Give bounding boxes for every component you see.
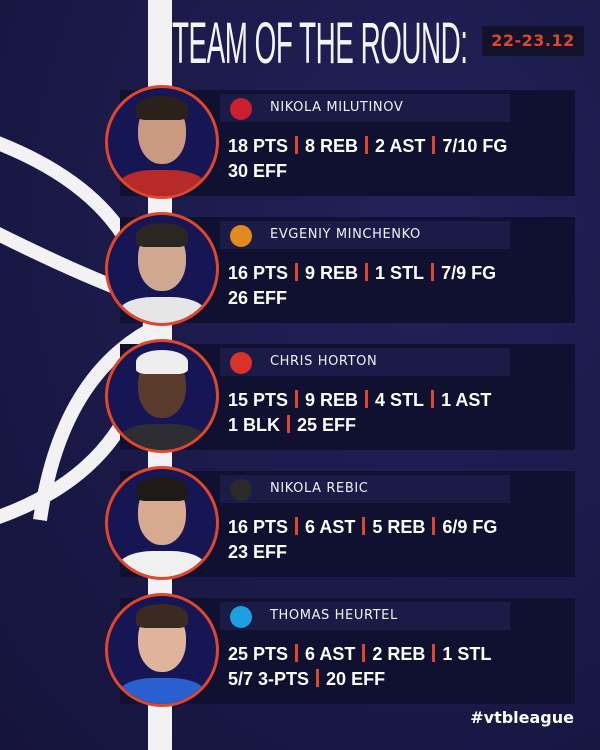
separator — [431, 390, 435, 408]
player-name: THOMAS HEURTEL — [270, 608, 398, 623]
name-bar — [220, 602, 510, 630]
player-stats: 15 PTS 9 REB 4 STL 1 AST 1 BLK 25 EFF — [228, 388, 491, 438]
team-logo-icon — [230, 479, 252, 501]
separator — [295, 517, 299, 535]
stat: 16 PTS — [228, 517, 289, 537]
player-card: CHRIS HORTON 15 PTS 9 REB 4 STL 1 AST 1 BLK 2… — [105, 339, 575, 453]
player-photo — [105, 593, 219, 707]
separator — [316, 669, 320, 687]
separator — [365, 136, 369, 154]
stat: 9 REB — [305, 390, 359, 410]
player-card: NIKOLA MILUTINOV 18 PTS 8 REB 2 AST 7/10 FG… — [105, 85, 575, 199]
player-name: CHRIS HORTON — [270, 354, 378, 369]
stat: 7/10 FG — [442, 136, 508, 156]
hashtag: #vtbleague — [470, 708, 574, 727]
player-stats: 18 PTS 8 REB 2 AST 7/10 FG 30 EFF — [228, 134, 507, 184]
team-logo-icon — [230, 606, 252, 628]
stats-line: 26 EFF — [228, 286, 496, 311]
team-logo-icon — [230, 98, 252, 120]
player-name: NIKOLA REBIC — [270, 481, 369, 496]
name-bar — [220, 348, 510, 376]
stats-line: 30 EFF — [228, 159, 507, 184]
stat: 18 PTS — [228, 136, 289, 156]
separator — [432, 517, 436, 535]
player-card: THOMAS HEURTEL 25 PTS 6 AST 2 REB 1 STL 5/7 … — [105, 593, 575, 707]
separator — [362, 517, 366, 535]
stat: 2 AST — [375, 136, 426, 156]
player-name: NIKOLA MILUTINOV — [270, 100, 404, 115]
page-title: TEAM OF THE ROUND: — [172, 11, 468, 76]
stat: 15 PTS — [228, 390, 289, 410]
stat: 8 REB — [305, 136, 359, 156]
separator — [362, 644, 366, 662]
team-logo-icon — [230, 225, 252, 247]
stat: 2 REB — [372, 644, 426, 664]
stat: 1 AST — [441, 390, 492, 410]
player-photo — [105, 85, 219, 199]
stat: 6/9 FG — [442, 517, 498, 537]
stat: 1 STL — [442, 644, 492, 664]
separator — [432, 644, 436, 662]
stat: 16 PTS — [228, 263, 289, 283]
player-card: EVGENIY MINCHENKO 16 PTS 9 REB 1 STL 7/9 FG… — [105, 212, 575, 326]
stat: 6 AST — [305, 644, 356, 664]
name-bar — [220, 221, 510, 249]
separator — [287, 415, 291, 433]
round-date: 22-23.12 — [482, 26, 584, 56]
stats-line: 16 PTS 6 AST 5 REB 6/9 FG — [228, 515, 497, 540]
separator — [365, 263, 369, 281]
stats-line: 25 PTS 6 AST 2 REB 1 STL — [228, 642, 491, 667]
stat: 25 PTS — [228, 644, 289, 664]
stat: 9 REB — [305, 263, 359, 283]
player-stats: 25 PTS 6 AST 2 REB 1 STL 5/7 3-PTS 20 EFF — [228, 642, 491, 692]
player-photo — [105, 339, 219, 453]
stats-line: 5/7 3-PTS 20 EFF — [228, 667, 491, 692]
stat: 4 STL — [375, 390, 425, 410]
stats-line: 16 PTS 9 REB 1 STL 7/9 FG — [228, 261, 496, 286]
stat: 7/9 FG — [441, 263, 497, 283]
separator — [432, 136, 436, 154]
separator — [365, 390, 369, 408]
separator — [295, 390, 299, 408]
name-bar — [220, 94, 510, 122]
player-photo — [105, 212, 219, 326]
player-photo — [105, 466, 219, 580]
separator — [295, 644, 299, 662]
stat: 25 EFF — [297, 415, 357, 435]
stat: 5 REB — [372, 517, 426, 537]
stat: 1 STL — [375, 263, 425, 283]
player-stats: 16 PTS 9 REB 1 STL 7/9 FG 26 EFF — [228, 261, 496, 311]
stats-line: 15 PTS 9 REB 4 STL 1 AST — [228, 388, 491, 413]
separator — [295, 263, 299, 281]
stat: 26 EFF — [228, 288, 288, 308]
stats-line: 18 PTS 8 REB 2 AST 7/10 FG — [228, 134, 507, 159]
stat: 5/7 3-PTS — [228, 669, 310, 689]
player-name: EVGENIY MINCHENKO — [270, 227, 421, 242]
player-stats: 16 PTS 6 AST 5 REB 6/9 FG 23 EFF — [228, 515, 497, 565]
name-bar — [220, 475, 510, 503]
separator — [295, 136, 299, 154]
stat: 1 BLK — [228, 415, 281, 435]
stat: 20 EFF — [326, 669, 386, 689]
team-logo-icon — [230, 352, 252, 374]
player-card: NIKOLA REBIC 16 PTS 6 AST 5 REB 6/9 FG 23 EF… — [105, 466, 575, 580]
stats-line: 23 EFF — [228, 540, 497, 565]
separator — [431, 263, 435, 281]
stat: 23 EFF — [228, 542, 288, 562]
stats-line: 1 BLK 25 EFF — [228, 413, 491, 438]
stat: 30 EFF — [228, 161, 288, 181]
stat: 6 AST — [305, 517, 356, 537]
